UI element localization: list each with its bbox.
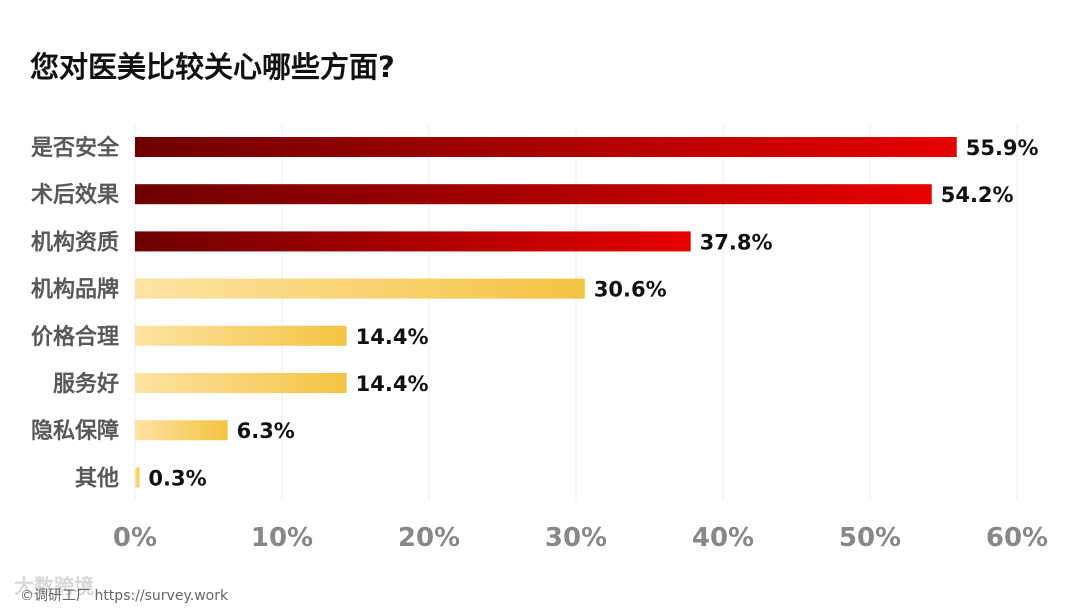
x-tick-label: 60% [986,523,1048,553]
value-label: 6.3% [237,419,295,443]
category-label: 其他 [75,466,119,491]
value-label: 37.8% [700,230,773,254]
grid-lines [134,125,1018,500]
bar [135,231,691,252]
category-label: 是否安全 [31,135,120,161]
category-label: 隐私保障 [31,418,119,444]
category-label: 机构资质 [31,229,119,255]
x-tick-label: 0% [113,523,157,553]
bar [135,420,228,441]
value-label: 55.9% [966,136,1039,160]
bars [135,137,957,488]
watermark-text: 大数跨境 [14,574,94,598]
x-tick-label: 40% [692,523,754,553]
bar [135,184,932,205]
value-label: 14.4% [356,372,429,396]
x-axis-ticks: 0% 10% 20% 30% 40% 50% 60% [113,523,1048,553]
x-tick-label: 20% [398,523,460,553]
value-label: 14.4% [356,325,429,349]
value-label: 30.6% [594,278,667,302]
category-label: 术后效果 [31,182,119,208]
source-credit: ©调研工厂 https://survey.work [20,588,229,604]
bar [135,373,347,393]
category-label: 价格合理 [31,324,119,350]
value-labels: 55.9% 54.2% 37.8% 30.6% 14.4% 14.4% 6.3% 0.3% [148,136,1038,490]
bar [135,137,957,157]
value-label: 0.3% [148,466,206,490]
category-label: 服务好 [53,371,119,397]
value-label: 54.2% [941,183,1014,207]
bar [135,325,347,346]
chart-title: 您对医美比较关心哪些方面? [30,50,395,84]
x-tick-label: 50% [839,523,901,553]
bar [135,467,140,488]
bar [135,278,585,299]
x-tick-label: 30% [545,523,607,553]
x-tick-label: 10% [251,523,313,553]
category-label: 机构品牌 [31,277,119,303]
